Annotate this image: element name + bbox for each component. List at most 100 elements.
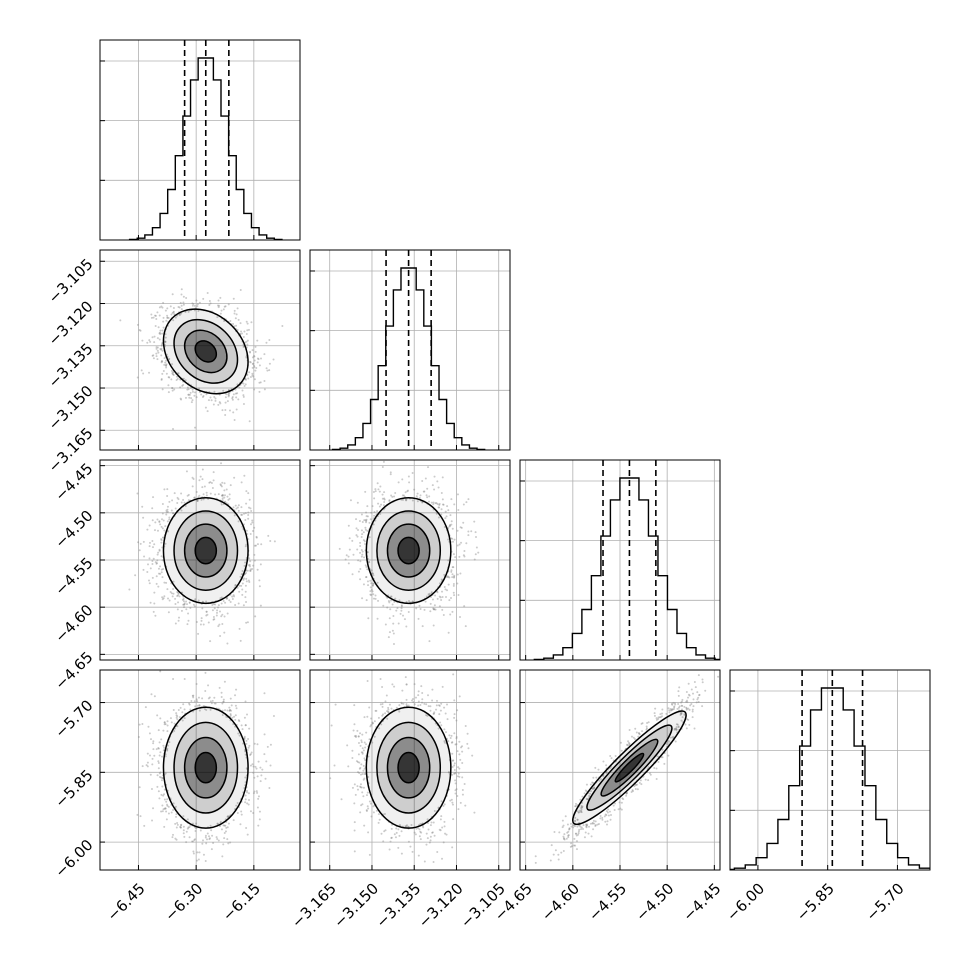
sample-point [161, 349, 164, 352]
sample-point [241, 513, 244, 516]
sample-point [213, 702, 216, 705]
sample-point [259, 381, 262, 384]
sample-point [453, 772, 456, 775]
sample-point [451, 540, 454, 543]
sample-point [183, 835, 186, 838]
sample-point [169, 590, 172, 593]
sample-point [448, 525, 451, 528]
sample-point [607, 814, 610, 817]
sample-point [197, 696, 200, 699]
sample-point [552, 853, 555, 856]
sample-point [421, 480, 424, 483]
sample-point [647, 779, 650, 782]
sample-point [464, 625, 467, 628]
sample-point [182, 832, 185, 835]
sample-point [172, 580, 175, 583]
sample-point [149, 738, 152, 741]
sample-point [152, 742, 155, 745]
sample-point [263, 353, 266, 356]
sample-point [182, 879, 184, 881]
panel-2-0 [99, 459, 301, 661]
sample-point [187, 493, 190, 496]
sample-point [395, 831, 398, 834]
sample-point [154, 325, 157, 328]
sample-point [232, 594, 235, 597]
sample-point [155, 317, 158, 320]
sample-point [198, 479, 201, 482]
sample-point [245, 333, 248, 336]
sample-point [186, 623, 189, 626]
sample-point [191, 399, 194, 402]
sample-point [203, 708, 206, 711]
sample-point [634, 727, 637, 730]
sample-point [247, 798, 250, 801]
sample-point [450, 520, 453, 523]
sample-point [626, 744, 629, 747]
sample-point [219, 312, 222, 315]
sample-point [444, 595, 447, 598]
sample-point [232, 506, 235, 509]
sample-point [561, 819, 564, 822]
sample-point [419, 838, 422, 841]
sample-point [168, 516, 171, 519]
sample-point [226, 400, 229, 403]
sample-point [251, 519, 254, 522]
y-tick-label: −5.70 [51, 696, 96, 741]
sample-point [193, 496, 196, 499]
sample-point [655, 767, 658, 770]
sample-point [164, 525, 167, 528]
sample-point [229, 714, 232, 717]
sample-point [266, 369, 269, 372]
sample-point [443, 728, 446, 731]
sample-point [442, 503, 445, 506]
sample-point [433, 604, 436, 607]
sample-point [372, 722, 375, 725]
sample-point [617, 808, 620, 811]
sample-point [377, 488, 380, 491]
sample-point [226, 826, 229, 829]
sample-point [423, 490, 426, 493]
sample-point [383, 500, 386, 503]
sample-point [252, 564, 255, 567]
sample-point [193, 309, 196, 312]
sample-point [580, 809, 583, 812]
sample-point [574, 820, 577, 823]
sample-point [681, 698, 684, 701]
sample-point [362, 539, 365, 542]
sample-point [368, 561, 371, 564]
x-tick-label: −5.85 [793, 880, 838, 925]
sample-point [152, 316, 155, 319]
sample-point [157, 762, 160, 765]
sample-point [686, 718, 689, 721]
sample-point [237, 398, 240, 401]
sample-point [359, 578, 362, 581]
sample-point [219, 483, 222, 486]
sample-point [460, 541, 463, 544]
sample-point [355, 760, 358, 763]
sample-point [245, 600, 248, 603]
sample-point [456, 709, 459, 712]
sample-point [226, 642, 229, 645]
sample-point [229, 320, 232, 323]
sample-point [164, 333, 167, 336]
sample-point [452, 591, 455, 594]
panel-3-3 [729, 669, 931, 871]
sample-point [695, 701, 698, 704]
sample-point [619, 741, 622, 744]
sample-point [397, 846, 400, 849]
sample-point [461, 793, 464, 796]
sample-point [246, 791, 249, 794]
y-tick-label: −6.00 [51, 836, 96, 881]
sample-point [192, 710, 195, 713]
sample-point [606, 823, 609, 826]
sample-point [348, 537, 351, 540]
sample-point [379, 485, 382, 488]
sample-point [453, 716, 456, 719]
sample-point [265, 341, 268, 344]
sample-point [153, 335, 156, 338]
x-tick-label: −4.50 [632, 880, 677, 925]
sample-point [413, 703, 416, 706]
sample-point [207, 697, 210, 700]
sample-point [692, 705, 695, 708]
sample-point [365, 743, 368, 746]
